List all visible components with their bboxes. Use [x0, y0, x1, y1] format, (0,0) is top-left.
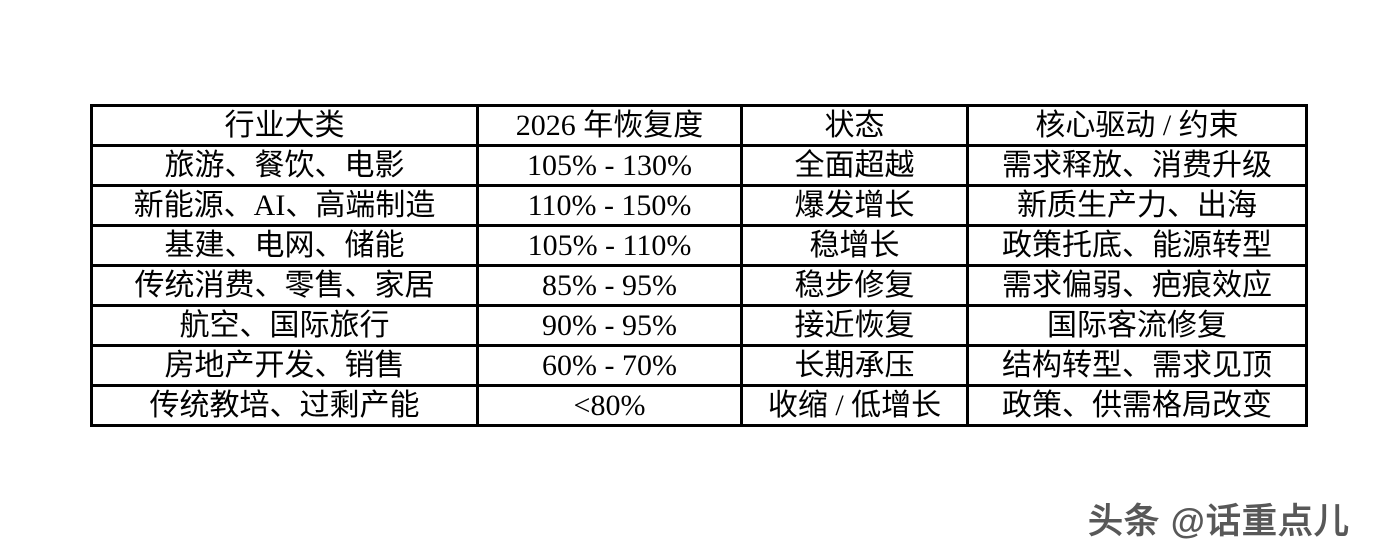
recovery-cell: <80% — [476, 384, 743, 427]
driver-cell: 政策、供需格局改变 — [966, 384, 1308, 427]
driver-cell: 需求偏弱、疤痕效应 — [966, 264, 1308, 307]
status-cell: 爆发增长 — [740, 184, 969, 227]
recovery-cell: 85% - 95% — [476, 264, 743, 307]
table-row: 基建、电网、储能 105% - 110% 稳增长 政策托底、能源转型 — [90, 224, 1308, 267]
driver-cell: 需求释放、消费升级 — [966, 144, 1308, 187]
recovery-cell: 105% - 110% — [476, 224, 743, 267]
table-row: 传统消费、零售、家居 85% - 95% 稳步修复 需求偏弱、疤痕效应 — [90, 264, 1308, 307]
industry-cell: 房地产开发、销售 — [90, 344, 479, 387]
industry-cell: 传统消费、零售、家居 — [90, 264, 479, 307]
industry-cell: 航空、国际旅行 — [90, 304, 479, 347]
table-row: 旅游、餐饮、电影 105% - 130% 全面超越 需求释放、消费升级 — [90, 144, 1308, 187]
column-header-industry: 行业大类 — [90, 104, 479, 147]
table-row: 新能源、AI、高端制造 110% - 150% 爆发增长 新质生产力、出海 — [90, 184, 1308, 227]
industry-cell: 新能源、AI、高端制造 — [90, 184, 479, 227]
column-header-status: 状态 — [740, 104, 969, 147]
status-cell: 收缩 / 低增长 — [740, 384, 969, 427]
status-cell: 全面超越 — [740, 144, 969, 187]
industry-cell: 基建、电网、储能 — [90, 224, 479, 267]
table-header-row: 行业大类 2026 年恢复度 状态 核心驱动 / 约束 — [90, 104, 1308, 147]
column-header-driver: 核心驱动 / 约束 — [966, 104, 1308, 147]
industry-cell: 传统教培、过剩产能 — [90, 384, 479, 427]
column-header-recovery: 2026 年恢复度 — [476, 104, 743, 147]
recovery-cell: 90% - 95% — [476, 304, 743, 347]
recovery-cell: 110% - 150% — [476, 184, 743, 227]
driver-cell: 政策托底、能源转型 — [966, 224, 1308, 267]
table-row: 航空、国际旅行 90% - 95% 接近恢复 国际客流修复 — [90, 304, 1308, 347]
table-row: 房地产开发、销售 60% - 70% 长期承压 结构转型、需求见顶 — [90, 344, 1308, 387]
driver-cell: 新质生产力、出海 — [966, 184, 1308, 227]
status-cell: 稳步修复 — [740, 264, 969, 307]
status-cell: 长期承压 — [740, 344, 969, 387]
driver-cell: 结构转型、需求见顶 — [966, 344, 1308, 387]
industry-recovery-table: 行业大类 2026 年恢复度 状态 核心驱动 / 约束 旅游、餐饮、电影 105… — [90, 104, 1308, 427]
status-cell: 稳增长 — [740, 224, 969, 267]
table-row: 传统教培、过剩产能 <80% 收缩 / 低增长 政策、供需格局改变 — [90, 384, 1308, 427]
toutiao-watermark: 头条 @话重点儿 — [1088, 502, 1350, 541]
industry-cell: 旅游、餐饮、电影 — [90, 144, 479, 187]
driver-cell: 国际客流修复 — [966, 304, 1308, 347]
recovery-cell: 60% - 70% — [476, 344, 743, 387]
recovery-cell: 105% - 130% — [476, 144, 743, 187]
status-cell: 接近恢复 — [740, 304, 969, 347]
